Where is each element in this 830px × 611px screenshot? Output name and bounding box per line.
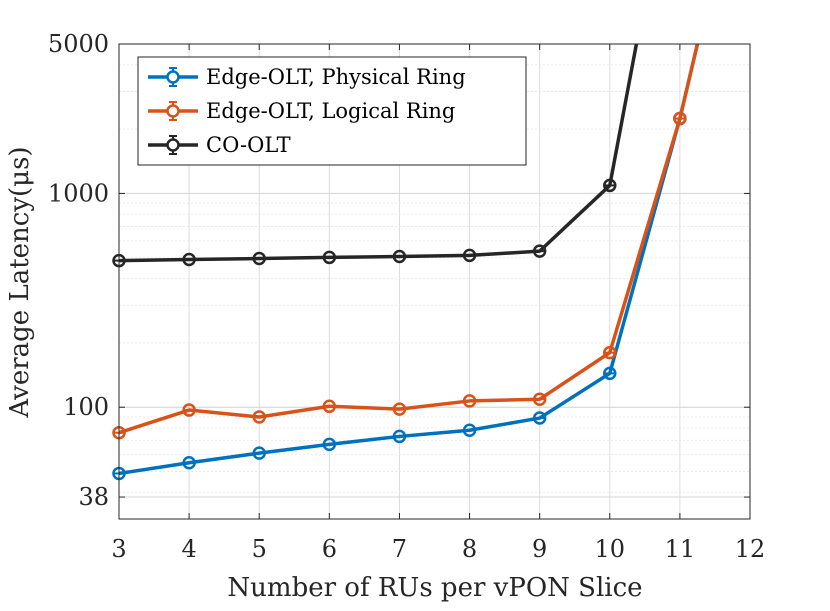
data-point (392, 429, 407, 444)
series-1 (112, 43, 700, 440)
legend-marker (166, 70, 180, 84)
x-tick-label: 4 (181, 535, 196, 563)
data-point (182, 403, 196, 417)
x-tick-label: 3 (111, 535, 126, 563)
y-axis-title: Average Latency(μs) (5, 146, 35, 418)
x-tick-label: 10 (595, 535, 626, 563)
legend-marker (166, 104, 180, 118)
data-point (462, 394, 477, 408)
x-tick-label: 6 (322, 535, 337, 563)
series-line (118, 43, 700, 435)
data-point (532, 411, 547, 425)
data-series (112, 43, 700, 481)
legend-marker (166, 138, 180, 152)
x-tick-label: 7 (392, 535, 407, 563)
data-point (182, 252, 196, 267)
data-point (532, 392, 547, 406)
legend-label: Edge-OLT, Logical Ring (206, 99, 455, 123)
data-point (392, 249, 407, 264)
data-point (322, 250, 337, 265)
y-tick-label: 1000 (48, 179, 109, 207)
data-point (462, 423, 477, 438)
data-point (603, 178, 617, 193)
data-point (322, 399, 337, 414)
data-point (252, 446, 266, 460)
x-tick-label: 8 (462, 535, 477, 563)
y-tick-label: 38 (78, 483, 109, 511)
legend-box (137, 56, 527, 166)
legend-label: CO-OLT (206, 133, 291, 157)
plot-frame (118, 43, 751, 520)
tick-labels: 3 4 5 6 7 8 9 10 11 12 38 100 1000 5000 (48, 30, 765, 563)
legend-label: Edge-OLT, Physical Ring (206, 65, 466, 89)
data-point (603, 345, 617, 360)
data-point (532, 244, 547, 258)
x-tick-label: 12 (735, 535, 766, 563)
legend-entry: Edge-OLT, Logical Ring (148, 99, 455, 123)
series-line (118, 43, 700, 476)
legend-entry: CO-OLT (148, 133, 291, 157)
data-point (392, 402, 407, 416)
legend-entry: Edge-OLT, Physical Ring (148, 65, 466, 89)
y-tick-label: 5000 (48, 30, 109, 58)
data-point (462, 248, 477, 263)
x-tick-label: 9 (532, 535, 547, 563)
data-point (673, 111, 687, 126)
axes (118, 43, 751, 520)
legend: Edge-OLT, Physical Ring Edge-OLT, Logical… (137, 56, 527, 166)
data-point (252, 410, 266, 424)
x-tick-label: 11 (665, 535, 696, 563)
x-axis-title: Number of RUs per vPON Slice (227, 573, 642, 603)
data-point (252, 251, 266, 266)
data-point (182, 455, 196, 470)
data-point (603, 366, 617, 381)
y-tick-label: 100 (63, 393, 109, 421)
data-point (322, 437, 337, 452)
x-tick-label: 5 (252, 535, 267, 563)
